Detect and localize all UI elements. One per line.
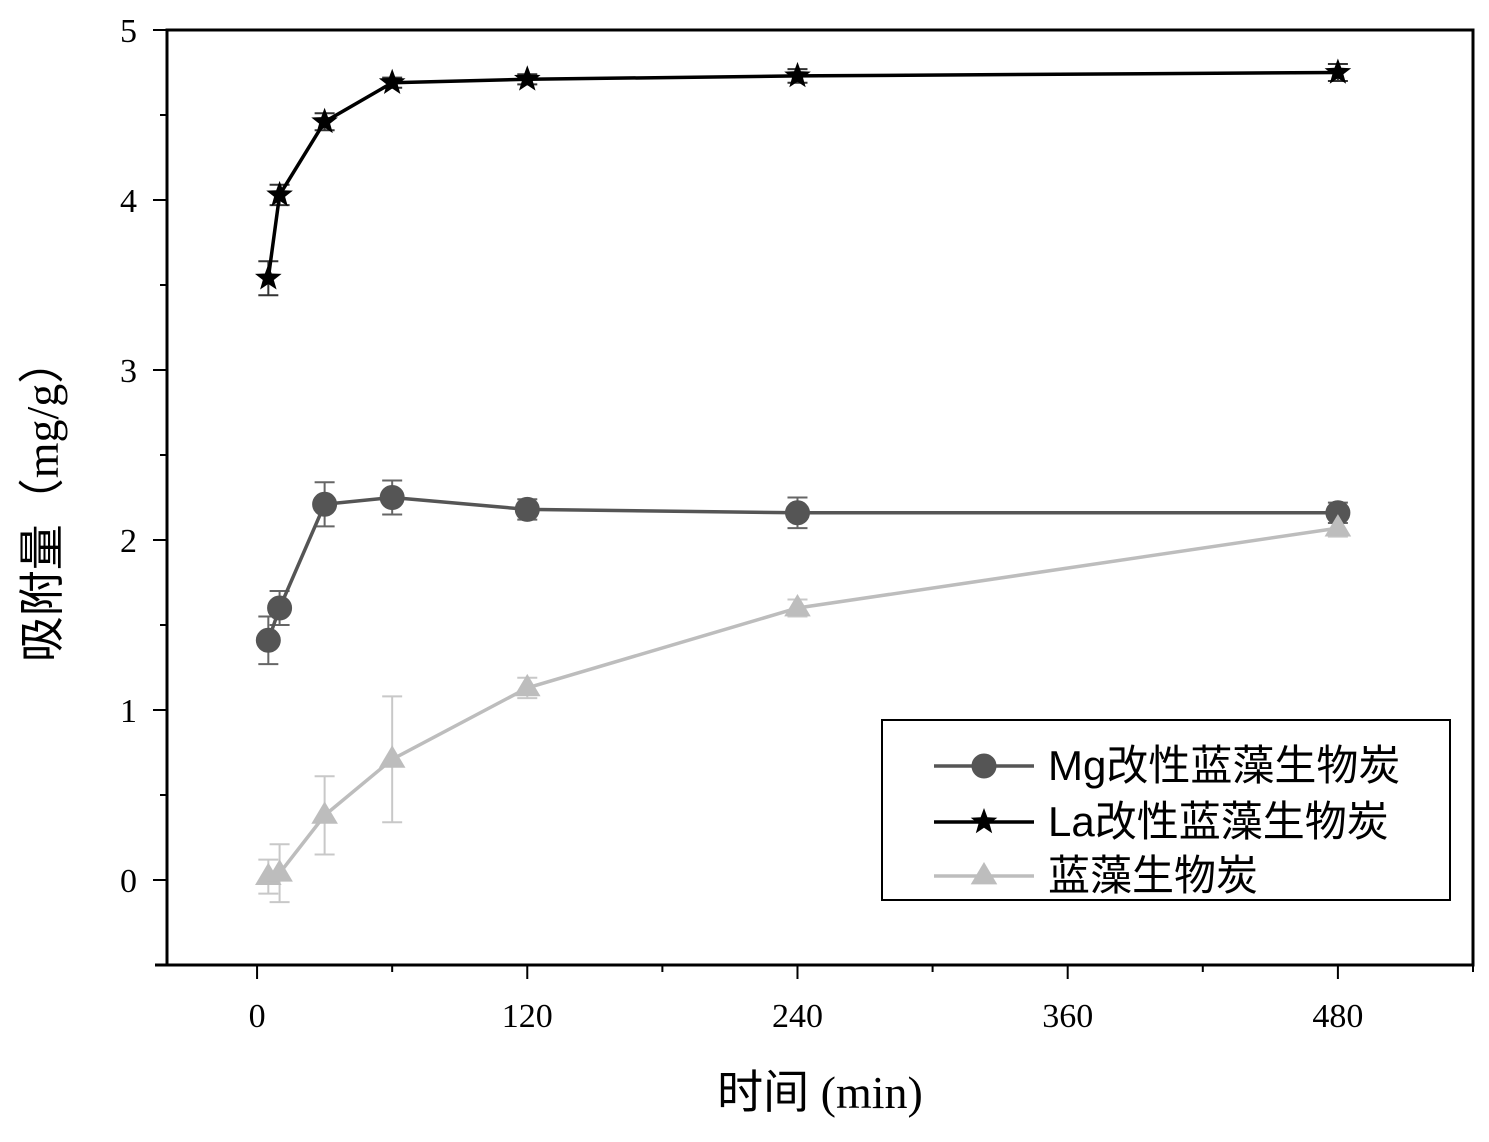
point-base [311,801,338,824]
legend-marker-mg [971,753,997,779]
point-mg [379,485,405,510]
y-tick-label: 2 [120,523,137,560]
point-la [266,180,293,207]
markers-layer [255,58,1352,885]
point-base [378,745,406,768]
point-la [378,68,406,94]
point-mg [514,496,540,522]
legend-label-base: 蓝藻生物炭 [1048,852,1258,899]
series-line-la [266,70,1338,279]
point-base [1324,514,1352,537]
point-mg [267,595,293,621]
x-tick-label: 120 [502,998,553,1035]
y-tick-label: 5 [120,13,137,50]
point-mg [784,500,810,526]
point-base [266,859,293,882]
y-axis-title: 吸附量（mg/g） [17,338,68,663]
x-axis-title: 时间 (min) [717,1067,923,1118]
y-tick-label: 1 [120,693,137,730]
point-la [1324,58,1352,84]
legend-label-la: La改性蓝藻生物炭 [1048,798,1389,845]
point-la [255,264,282,290]
x-tick-label: 360 [1042,998,1093,1035]
legend-box [881,719,1451,901]
point-mg [255,627,281,653]
legend-marker-base [970,862,998,885]
x-tick-label: 240 [772,998,823,1035]
point-base [513,673,541,697]
x-tick-label: 0 [249,998,266,1035]
x-tick-label: 480 [1312,998,1363,1035]
point-la [514,65,541,91]
point-mg [312,491,338,517]
y-tick-label: 0 [120,863,137,900]
y-tick-label: 4 [120,183,137,220]
axes-layer: 0 1 2 3 4 5 0 120 240 360 480 [120,13,1475,1035]
legend-marker-la [970,808,998,834]
point-la [311,107,338,134]
point-la [784,61,811,88]
point-base [784,594,811,617]
legend-label-mg: Mg改性蓝藻生物炭 [1048,742,1400,789]
y-tick-label: 3 [120,353,137,390]
